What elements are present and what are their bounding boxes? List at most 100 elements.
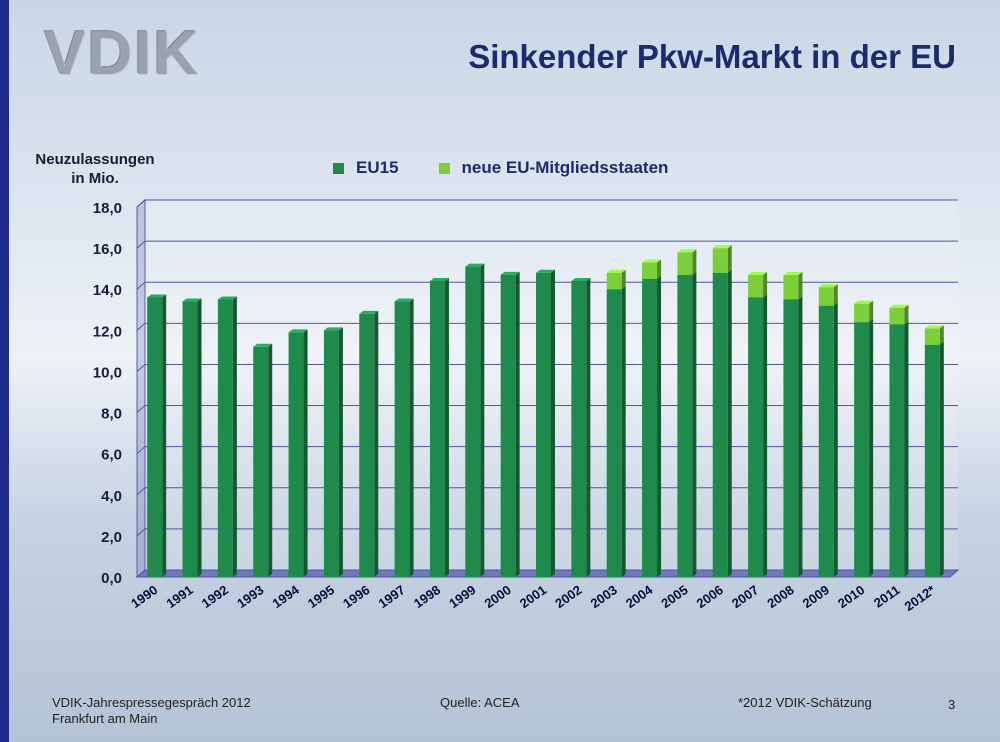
bar-new-members: [606, 272, 622, 290]
bar-eu15-side: [197, 298, 202, 577]
x-tick-label: 2001: [517, 582, 549, 611]
x-tick-label: 1997: [376, 582, 408, 611]
bar-eu15-top: [536, 269, 555, 273]
bar-new-members: [924, 328, 940, 345]
bar-new-members-side: [763, 271, 768, 298]
bar-eu15-top: [217, 296, 237, 300]
bar-eu15-side: [621, 286, 626, 577]
bar-new-members-top: [748, 271, 768, 275]
x-tick-label: 2006: [694, 582, 726, 611]
bar-eu15-side: [798, 296, 803, 577]
bar-eu15-top: [571, 278, 591, 281]
legend-item-eu15: EU15: [333, 158, 399, 178]
bar-new-members: [783, 274, 799, 300]
bar-new-members-top: [606, 269, 626, 273]
y-axis-label-line2: in Mio.: [71, 170, 119, 187]
bar-eu15-side: [268, 343, 273, 577]
bar-new-members-side: [833, 284, 838, 306]
bar-eu15-side: [480, 263, 485, 577]
bar-eu15-side: [727, 269, 732, 577]
x-tick-label: 1999: [446, 582, 478, 611]
bar-eu15-top: [323, 327, 343, 331]
bar-eu15: [854, 322, 870, 577]
y-tick-label: 18,0: [93, 200, 122, 217]
bar-eu15-side: [939, 341, 944, 577]
bar-eu15-top: [465, 263, 485, 267]
bar-eu15: [182, 301, 198, 577]
left-accent-bar: [0, 0, 9, 742]
bar-eu15-side: [515, 271, 520, 577]
bar-eu15: [359, 313, 375, 577]
y-tick-label: 4,0: [101, 488, 122, 505]
legend-swatch-new-members: [438, 162, 450, 174]
bar-eu15-side: [833, 302, 838, 577]
bar-eu15-side: [409, 298, 414, 577]
bar-new-members: [748, 274, 764, 298]
x-tick-label: 2003: [588, 582, 620, 611]
footer-source: Quelle: ACEA: [440, 695, 520, 710]
y-tick-label: 8,0: [101, 406, 122, 423]
bar-new-members-side: [798, 271, 803, 300]
bar-new-members: [642, 262, 658, 279]
bar-eu15-side: [763, 294, 768, 577]
bar-eu15: [606, 289, 622, 577]
bar-eu15: [748, 297, 764, 577]
x-tick-label: 2000: [482, 582, 514, 611]
x-tick-label: 2008: [764, 582, 796, 611]
bar-eu15: [642, 278, 658, 577]
bar-eu15-side: [586, 278, 591, 577]
bar-new-members-top: [924, 325, 944, 329]
bar-new-members: [712, 248, 728, 273]
chart-legend: EU15 neue EU-Mitgliedsstaaten: [333, 158, 698, 178]
bar-eu15-side: [374, 310, 379, 577]
bar-new-members-top: [642, 259, 662, 263]
bar-eu15-side: [692, 271, 697, 577]
footer-note: *2012 VDIK-Schätzung: [738, 695, 872, 710]
bar-eu15: [253, 346, 269, 577]
x-tick-label: 1996: [340, 582, 372, 611]
bar-eu15: [323, 330, 339, 577]
x-tick-label: 1994: [269, 582, 302, 611]
bar-eu15: [429, 281, 445, 577]
bar-eu15-side: [551, 269, 555, 577]
vdik-logo: VDIK: [44, 19, 201, 88]
bar-eu15: [924, 344, 940, 577]
y-tick-label: 6,0: [101, 447, 122, 464]
x-tick-label: 2012*: [902, 582, 939, 614]
bar-new-members-side: [692, 249, 697, 275]
x-tick-label: 2005: [658, 582, 690, 611]
bar-eu15-side: [444, 278, 449, 577]
bar-eu15: [394, 301, 410, 577]
legend-label-new-members: neue EU-Mitgliedsstaaten: [461, 158, 669, 177]
plot-side-wall: [136, 198, 146, 579]
bar-eu15: [147, 297, 163, 577]
bar-new-members-top: [818, 284, 838, 288]
bar-eu15: [500, 274, 516, 577]
y-tick-label: 0,0: [101, 570, 122, 587]
bar-eu15: [288, 332, 304, 577]
x-tick-label: 2010: [835, 582, 867, 611]
y-tick-label: 10,0: [93, 364, 122, 381]
y-tick-label: 2,0: [101, 529, 122, 546]
bar-eu15-top: [500, 271, 520, 275]
gridline: [136, 199, 958, 208]
legend-label-eu15: EU15: [356, 158, 399, 177]
bar-new-members-side: [904, 304, 909, 325]
bar-eu15-side: [303, 329, 308, 577]
footer-event-line2: Frankfurt am Main: [52, 711, 158, 726]
bar-eu15-top: [147, 294, 167, 298]
x-tick-label: 2002: [552, 582, 584, 611]
gridline: [136, 240, 958, 249]
bar-new-members: [889, 307, 905, 325]
bar-eu15-side: [869, 319, 874, 577]
bar-eu15-top: [394, 298, 414, 302]
bar-new-members-top: [677, 249, 697, 253]
bar-eu15: [783, 299, 799, 577]
x-tick-label: 2007: [729, 582, 761, 611]
bar-new-members-side: [657, 259, 662, 279]
bar-eu15-side: [338, 327, 343, 577]
footer-event: VDIK-Jahrespressegespräch 2012 Frankfurt…: [52, 695, 251, 727]
bar-new-members-side: [939, 325, 944, 345]
bar-eu15: [217, 299, 233, 577]
bar-eu15-side: [657, 275, 662, 577]
